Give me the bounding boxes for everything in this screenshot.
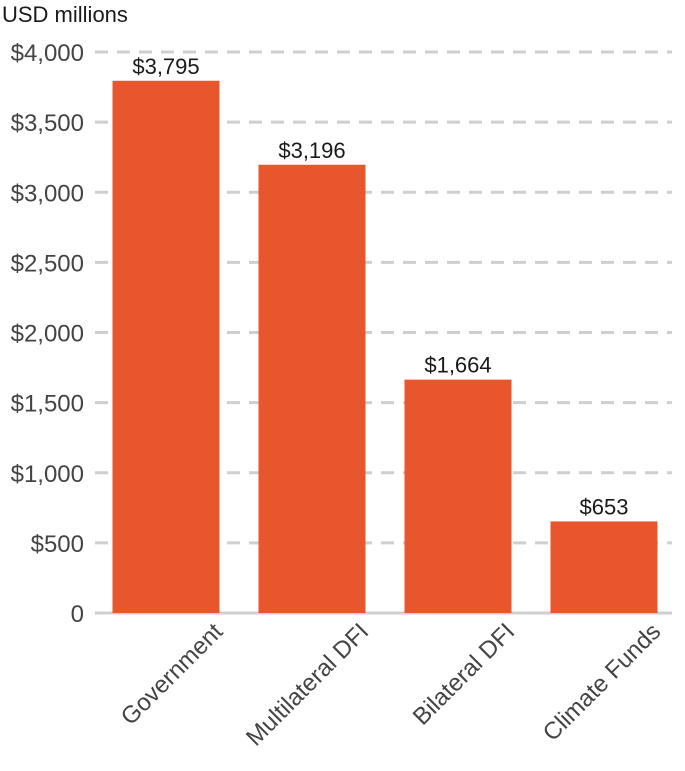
bar-value-label: $1,664 [424, 353, 491, 378]
x-tick-label: Bilateral DFI [408, 618, 520, 730]
y-tick-label: 0 [71, 601, 84, 628]
bar-value-label: $653 [580, 494, 629, 519]
bar-value-label: $3,795 [132, 54, 199, 79]
bar [550, 521, 658, 613]
y-tick-label: $500 [31, 531, 84, 558]
bar [404, 379, 512, 613]
bar-value-label: $3,196 [278, 138, 345, 163]
y-tick-label: $1,000 [11, 461, 84, 488]
x-tick-label: Climate Funds [538, 618, 667, 747]
y-tick-label: $3,000 [11, 180, 84, 207]
y-tick-label: $2,000 [11, 321, 84, 348]
bar [112, 80, 220, 614]
y-tick-label: $2,500 [11, 250, 84, 277]
x-tick-label: Government [116, 618, 229, 731]
y-axis-unit-label: USD millions [2, 2, 128, 27]
y-tick-label: $3,500 [11, 110, 84, 137]
y-tick-label: $1,500 [11, 391, 84, 418]
bar [258, 164, 366, 614]
x-tick-label: Multilateral DFI [241, 618, 374, 751]
y-tick-label: $4,000 [11, 40, 84, 67]
